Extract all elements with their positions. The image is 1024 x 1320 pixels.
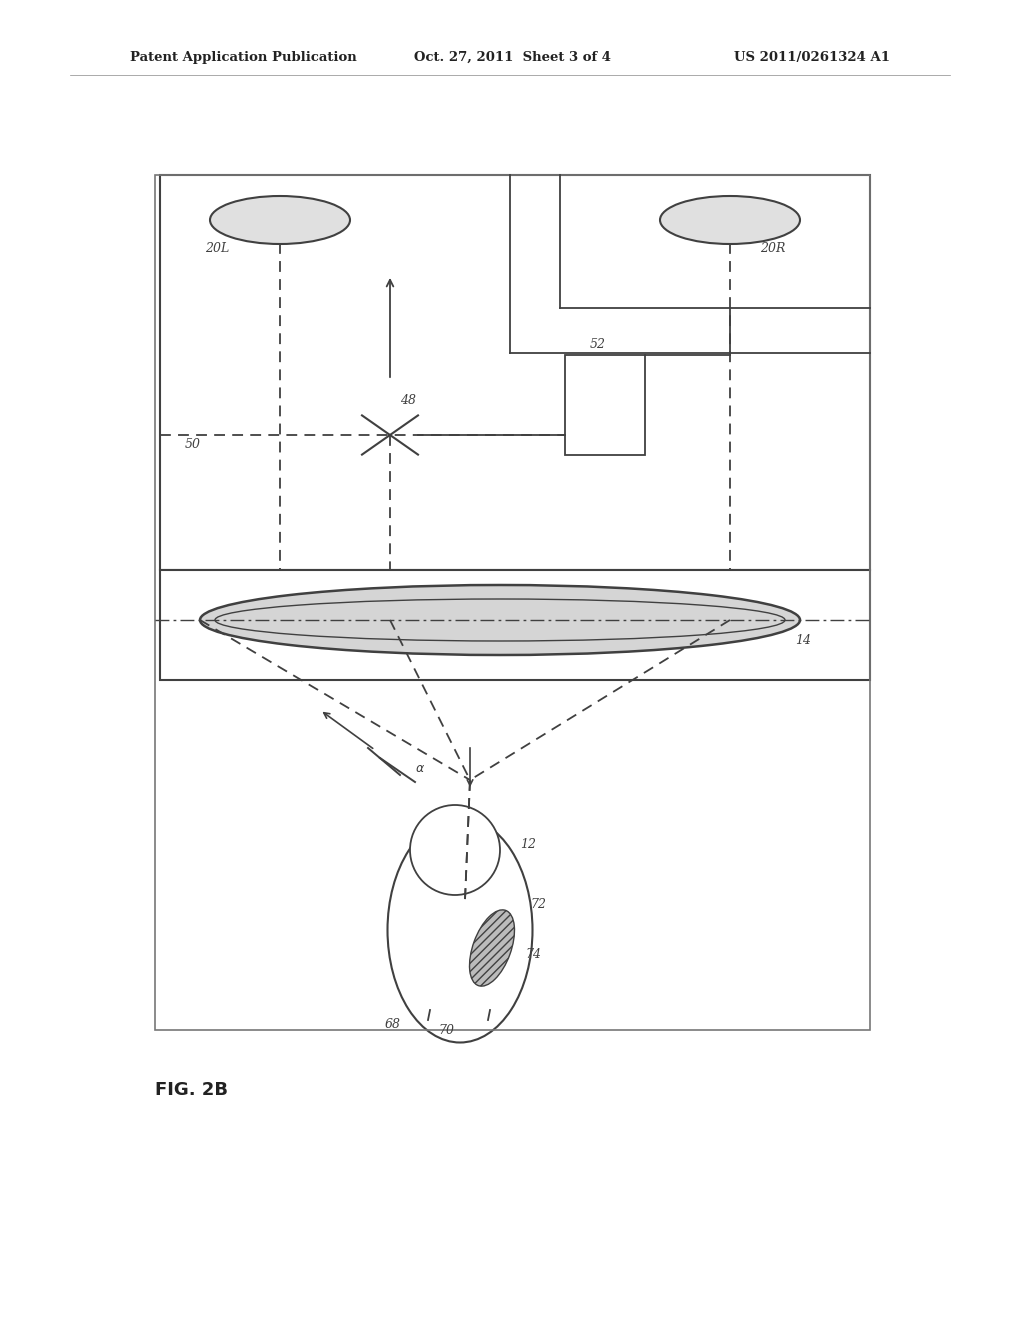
Ellipse shape [387, 817, 532, 1043]
Ellipse shape [200, 585, 800, 655]
Ellipse shape [210, 195, 350, 244]
Text: 52: 52 [590, 338, 606, 351]
Ellipse shape [410, 805, 500, 895]
Text: US 2011/0261324 A1: US 2011/0261324 A1 [734, 50, 890, 63]
Ellipse shape [470, 909, 514, 986]
Text: 20R: 20R [760, 242, 785, 255]
Text: 70: 70 [438, 1023, 454, 1036]
Text: 20L: 20L [205, 242, 229, 255]
Text: 48: 48 [400, 393, 416, 407]
Text: 12: 12 [520, 838, 536, 851]
Text: 50: 50 [185, 438, 201, 451]
Text: Patent Application Publication: Patent Application Publication [130, 50, 356, 63]
Bar [160, 176, 870, 570]
Text: 68: 68 [385, 1019, 401, 1031]
Text: 74: 74 [525, 949, 541, 961]
Bar [155, 176, 870, 1030]
Text: 72: 72 [530, 899, 546, 912]
Text: FIG. 2B: FIG. 2B [155, 1081, 228, 1100]
Bar [565, 355, 645, 455]
Text: $\alpha$: $\alpha$ [415, 762, 425, 775]
Text: Oct. 27, 2011  Sheet 3 of 4: Oct. 27, 2011 Sheet 3 of 4 [414, 50, 610, 63]
Text: 14: 14 [795, 634, 811, 647]
Ellipse shape [660, 195, 800, 244]
Bar [160, 570, 870, 680]
